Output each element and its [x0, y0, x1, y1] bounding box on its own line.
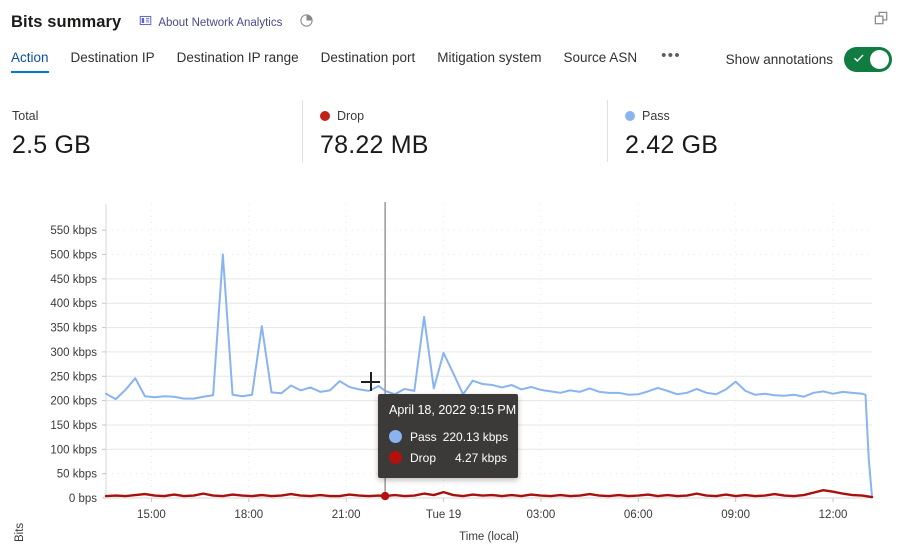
svg-text:550 kbps: 550 kbps [50, 225, 97, 237]
metric-drop: Drop 78.22 MB [302, 98, 607, 176]
toggle-knob [870, 50, 889, 69]
metric-drop-header: Drop [320, 107, 607, 125]
svg-text:09:00: 09:00 [721, 509, 750, 521]
chart-crosshair-cursor [361, 372, 380, 391]
about-network-analytics-link[interactable]: About Network Analytics [139, 14, 282, 32]
chart-tooltip: April 18, 2022 9:15 PM Pass 220.13 kbps … [378, 394, 518, 478]
svg-text:400 kbps: 400 kbps [50, 298, 97, 310]
page-title: Bits summary [11, 12, 122, 31]
page-header: Bits summary About Network Analytics [0, 0, 906, 44]
tooltip-timestamp: April 18, 2022 9:15 PM [389, 403, 517, 417]
open-in-new-window-button[interactable] [870, 10, 892, 32]
svg-text:18:00: 18:00 [234, 509, 263, 521]
tab-destination-port-label: Destination port [320, 50, 416, 65]
open-in-new-window-icon [873, 10, 890, 32]
book-icon [139, 14, 152, 32]
tab-action[interactable]: Action [11, 48, 60, 75]
tooltip-row-drop: Drop 4.27 kbps [389, 447, 507, 468]
metric-total-value: 2.5 GB [12, 131, 92, 159]
summary-metrics: Total 2.5 GB Drop 78.22 MB Pass 2.42 GB [0, 98, 906, 176]
tab-list: Action Destination IP Destination IP ran… [11, 48, 691, 75]
svg-text:06:00: 06:00 [624, 509, 653, 521]
tab-source-asn[interactable]: Source ASN [553, 48, 649, 75]
svg-text:300 kbps: 300 kbps [50, 347, 97, 359]
chart-canvas[interactable]: 0 bps 50 kbps 100 kbps 150 kbps 200 kbps 250 … [0, 190, 906, 551]
pie-clock-icon[interactable] [299, 13, 314, 33]
metric-drop-value: 78.22 MB [320, 131, 429, 159]
tab-bar: Action Destination IP Destination IP ran… [0, 47, 906, 86]
tooltip-pass-dot [389, 430, 402, 443]
svg-text:03:00: 03:00 [527, 509, 556, 521]
metric-pass: Pass 2.42 GB [607, 98, 906, 176]
bits-timeseries-chart[interactable]: Bits 0 bps 50 kbps 100 kbps 150 kbps 200 kbp… [0, 190, 906, 551]
show-annotations-toggle[interactable] [844, 47, 892, 72]
svg-text:12:00: 12:00 [819, 509, 848, 521]
metric-total-label: Total [12, 109, 39, 123]
metric-pass-value: 2.42 GB [625, 131, 719, 159]
metric-pass-header: Pass [625, 107, 906, 125]
tab-destination-ip-range[interactable]: Destination IP range [166, 48, 310, 75]
tab-action-label: Action [11, 50, 49, 65]
tab-destination-ip-range-label: Destination IP range [176, 50, 299, 65]
svg-text:500 kbps: 500 kbps [50, 250, 97, 262]
tab-source-asn-label: Source ASN [563, 50, 638, 65]
svg-text:200 kbps: 200 kbps [50, 396, 97, 408]
svg-text:150 kbps: 150 kbps [50, 420, 97, 432]
tab-active-underline [11, 71, 49, 73]
svg-text:15:00: 15:00 [137, 509, 166, 521]
svg-text:100 kbps: 100 kbps [50, 444, 97, 456]
tab-mitigation-system-label: Mitigation system [437, 50, 542, 65]
svg-text:Time (local): Time (local) [459, 531, 519, 543]
more-tabs-button[interactable]: ••• [661, 47, 682, 64]
tooltip-pass-value: 220.13 kbps [442, 429, 509, 444]
show-annotations-label: Show annotations [725, 52, 833, 67]
tab-mitigation-system[interactable]: Mitigation system [426, 48, 552, 75]
svg-text:350 kbps: 350 kbps [50, 323, 97, 335]
tooltip-drop-label: Drop [410, 450, 437, 465]
pass-legend-dot [625, 111, 635, 121]
show-annotations-control: Show annotations [726, 47, 892, 72]
metric-total-header: Total [12, 107, 302, 125]
y-axis-title: Bits [14, 522, 26, 542]
svg-text:21:00: 21:00 [332, 509, 361, 521]
tooltip-row-pass: Pass 220.13 kbps [389, 426, 509, 447]
svg-text:0 bps: 0 bps [69, 493, 97, 505]
drop-legend-dot [320, 111, 330, 121]
tab-destination-ip[interactable]: Destination IP [60, 48, 166, 75]
svg-text:250 kbps: 250 kbps [50, 371, 97, 383]
svg-text:50 kbps: 50 kbps [57, 469, 98, 481]
svg-text:Tue 19: Tue 19 [426, 509, 461, 521]
metric-pass-label: Pass [642, 109, 670, 123]
metric-drop-label: Drop [337, 109, 365, 123]
svg-text:450 kbps: 450 kbps [50, 274, 97, 286]
tooltip-pass-label: Pass [410, 429, 437, 444]
tooltip-drop-dot [389, 451, 402, 464]
tooltip-drop-value: 4.27 kbps [454, 450, 507, 465]
tab-destination-ip-label: Destination IP [70, 50, 155, 65]
tab-destination-port[interactable]: Destination port [310, 48, 427, 75]
metric-total: Total 2.5 GB [0, 98, 302, 176]
about-network-analytics-label: About Network Analytics [158, 17, 283, 29]
check-icon [853, 51, 865, 69]
